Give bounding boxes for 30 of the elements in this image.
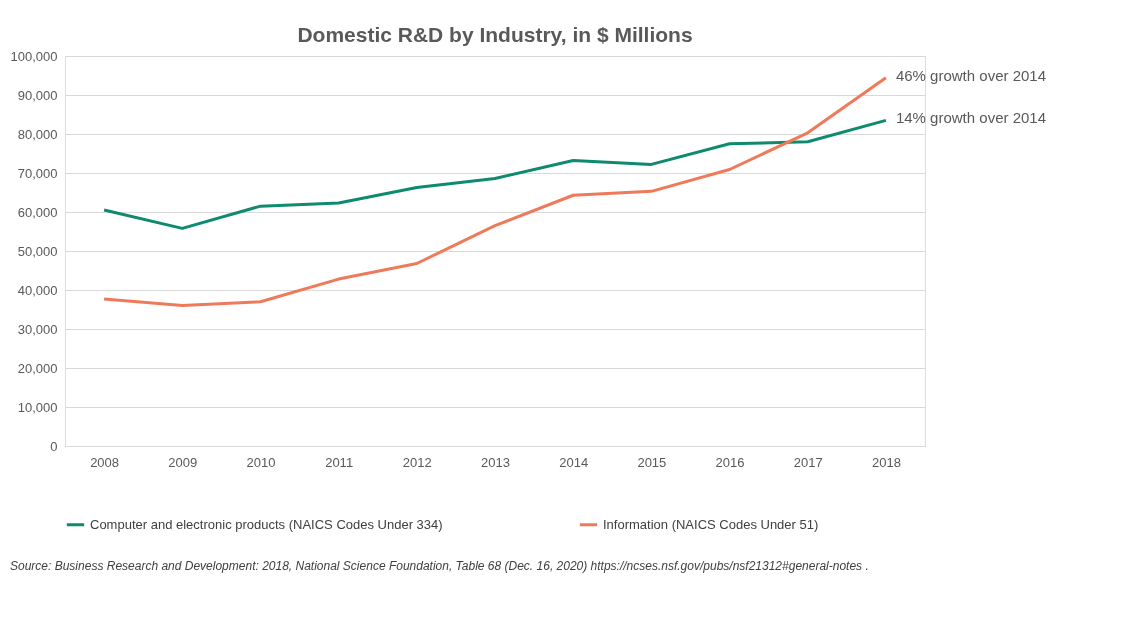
x-tick-label: 2009 (168, 454, 198, 470)
source-note: Source: Business Research and Development: 2018, National Science Foundation, Table 68 (Dec. 16, 2020) https://ncses.nsf.gov/pubs/nsf21312#general-notes . (10, 559, 869, 573)
y-tick-label: 40,000 (17, 282, 58, 298)
line-series (102, 118, 888, 230)
y-tick-label: 80,000 (17, 126, 58, 142)
x-tick-label: 2017 (793, 454, 823, 470)
x-tick-label: 2016 (715, 454, 745, 470)
y-tick-label: 20,000 (17, 360, 58, 376)
x-tick-label: 2010 (246, 454, 276, 470)
y-tick-label: 70,000 (17, 165, 58, 181)
y-tick-label: 30,000 (17, 321, 58, 337)
chart-title: Domestic R&D by Industry, in $ Millions (297, 23, 693, 46)
y-tick-label: 60,000 (17, 204, 58, 220)
x-tick-label: 2018 (871, 454, 901, 470)
annotation: 46% growth over 2014 (895, 66, 1047, 84)
x-tick-label: 2015 (637, 454, 667, 470)
y-tick-label: 100,000 (10, 48, 58, 64)
x-tick-label: 2013 (481, 454, 510, 470)
x-tick-label: 2012 (402, 454, 432, 470)
x-tick-label: 2014 (559, 454, 589, 470)
x-tick-label: 2008 (90, 454, 120, 470)
y-tick-label: 10,000 (17, 399, 58, 415)
legend-label: Computer and electronic products (NAICS Codes Under 334) (90, 516, 443, 532)
y-tick-label: 50,000 (17, 243, 58, 259)
y-tick-label: 90,000 (17, 87, 58, 103)
line-series (102, 76, 888, 308)
annotation: 14% growth over 2014 (895, 109, 1047, 127)
x-tick-label: 2011 (325, 454, 354, 470)
y-tick-label: 0 (50, 438, 58, 454)
legend-label: Information (NAICS Codes Under 51) (603, 516, 819, 532)
